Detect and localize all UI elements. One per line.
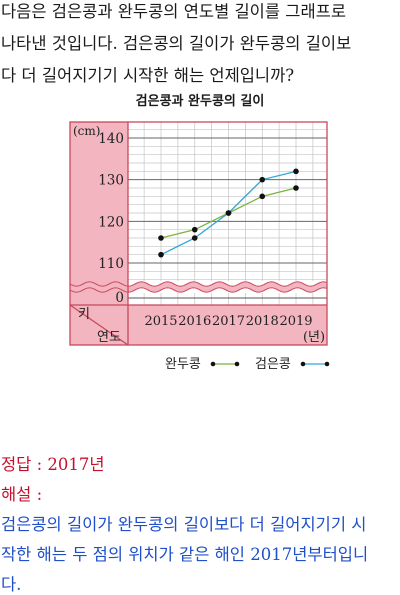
y-tick-label: 120	[98, 214, 124, 230]
x-unit-label: (년)	[303, 330, 325, 345]
y-axis-column	[70, 122, 128, 305]
y-unit-label: (cm)	[73, 124, 100, 138]
legend-swatch-dot	[300, 361, 306, 367]
question-line: 다음은 검은콩과 완두콩의 연도별 길이를 그래프로	[1, 2, 347, 21]
y-tick-label: 110	[98, 256, 124, 272]
question-line: 다 더 길어지기기 시작한 해는 언제입니까?	[1, 66, 295, 85]
legend-label: 검은콩	[255, 357, 291, 372]
explanation-line: 검은콩의 길이가 완두콩의 길이보다 더 길어지기기 시	[1, 515, 367, 534]
legend-swatch-dot	[324, 361, 330, 367]
legend: 완두콩 검은콩	[165, 357, 330, 372]
explanation-label: 해설 :	[1, 485, 43, 504]
data-point	[191, 226, 198, 233]
question-line: 나타낸 것입니다. 검은콩의 길이가 완두콩의 길이보	[1, 34, 352, 53]
x-tick-label: 2018	[246, 314, 279, 329]
x-tick-label: 2015	[144, 314, 177, 329]
explanation-line: 다.	[1, 575, 22, 594]
y-tick-label: 140	[98, 131, 124, 147]
data-point	[158, 235, 164, 241]
y-zero-label: 0	[115, 290, 124, 306]
x-tick-label: 2019	[279, 314, 312, 329]
data-point	[158, 251, 164, 258]
data-point	[191, 235, 198, 241]
chart-border	[69, 121, 328, 346]
data-point	[293, 185, 299, 191]
legend-swatch-dot	[210, 361, 216, 367]
data-point	[259, 176, 266, 183]
legend-swatch-dot	[234, 361, 240, 367]
axis-break-wave	[69, 287, 328, 293]
data-point	[259, 193, 266, 200]
corner-diagonal	[69, 304, 129, 346]
x-tick-label: 2016	[178, 314, 211, 329]
x-tick-label: 2017	[212, 314, 245, 329]
x-axis-row	[70, 305, 327, 345]
series	[158, 168, 299, 258]
data-point	[225, 210, 232, 216]
explanation-line: 작한 해는 두 점의 위치가 같은 해인 2017년부터입니	[1, 545, 369, 564]
answer: 정답 : 2017년	[1, 455, 105, 474]
data-point	[293, 168, 299, 175]
y-tick-label: 130	[98, 173, 124, 189]
x-axis-label: 연도	[97, 330, 121, 345]
y-axis-label: 키	[78, 307, 90, 322]
chart-title: 검은콩과 완두콩의 길이	[135, 94, 265, 109]
chart-background	[70, 122, 327, 345]
axis-break-wave	[69, 281, 328, 287]
legend-label: 완두콩	[165, 357, 201, 372]
